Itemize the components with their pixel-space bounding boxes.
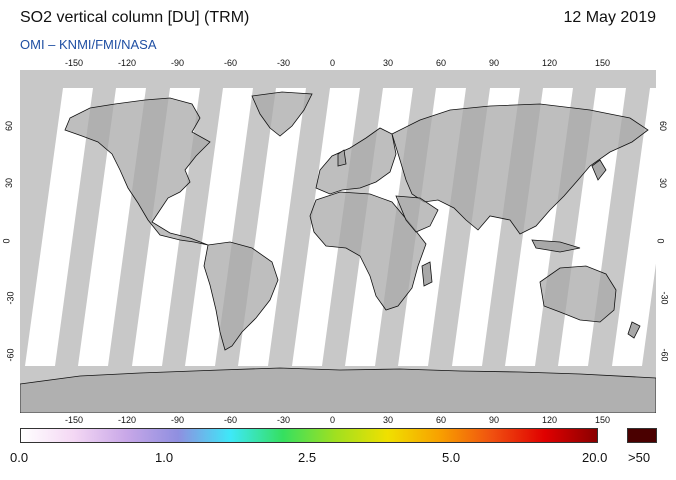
lat-tick-left-2: 0 bbox=[1, 237, 12, 244]
indonesia bbox=[531, 239, 581, 253]
lon-tick-top-9: 120 bbox=[542, 58, 558, 68]
australia bbox=[539, 265, 617, 323]
africa bbox=[309, 191, 427, 311]
lon-tick-top-3: -60 bbox=[224, 58, 238, 68]
lon-tick-bottom-9: 120 bbox=[542, 415, 558, 425]
lon-tick-bottom-3: -60 bbox=[224, 415, 238, 425]
lat-tick-right-2: 0 bbox=[655, 237, 666, 244]
lat-tick-right-3: -30 bbox=[659, 291, 670, 305]
lat-tick-left-0: 60 bbox=[4, 121, 15, 132]
lon-tick-top-5: 0 bbox=[330, 58, 336, 68]
greenland bbox=[251, 91, 313, 137]
lon-tick-bottom-6: 30 bbox=[383, 415, 394, 425]
data-credit: OMI – KNMI/FMI/NASA bbox=[20, 37, 157, 52]
south-america bbox=[203, 241, 279, 351]
lon-tick-top-6: 30 bbox=[383, 58, 394, 68]
lat-tick-left-1: 30 bbox=[4, 178, 15, 189]
lon-tick-bottom-10: 150 bbox=[595, 415, 611, 425]
land-masses bbox=[19, 91, 657, 414]
lon-tick-bottom-1: -120 bbox=[118, 415, 137, 425]
asia bbox=[391, 103, 649, 235]
lat-tick-left-4: -60 bbox=[5, 348, 16, 362]
colorbar-label-4: 20.0 bbox=[582, 450, 608, 465]
new-zealand bbox=[627, 321, 641, 339]
japan bbox=[591, 159, 607, 181]
lon-tick-top-7: 60 bbox=[436, 58, 447, 68]
small-islands bbox=[337, 149, 641, 339]
colorbar-over-box bbox=[627, 428, 657, 443]
north-america bbox=[64, 97, 211, 246]
swath-3 bbox=[185, 88, 253, 366]
lat-tick-right-0: 60 bbox=[658, 121, 669, 132]
lon-tick-bottom-0: -150 bbox=[65, 415, 84, 425]
colorbar-label-0: 0.0 bbox=[10, 450, 29, 465]
lon-tick-bottom-5: 0 bbox=[330, 415, 336, 425]
lon-tick-top-0: -150 bbox=[65, 58, 84, 68]
lon-tick-bottom-2: -90 bbox=[171, 415, 185, 425]
europe bbox=[315, 127, 397, 195]
arabian-peninsula bbox=[395, 195, 439, 233]
colorbar-label-1: 1.0 bbox=[155, 450, 174, 465]
lon-tick-bottom-8: 90 bbox=[489, 415, 500, 425]
lon-tick-bottom-7: 60 bbox=[436, 415, 447, 425]
lon-tick-top-2: -90 bbox=[171, 58, 185, 68]
colorbar-label-3: 5.0 bbox=[442, 450, 461, 465]
lon-tick-top-8: 90 bbox=[489, 58, 500, 68]
colorbar-label-2: 2.5 bbox=[298, 450, 317, 465]
lon-tick-top-1: -120 bbox=[118, 58, 137, 68]
uk bbox=[337, 149, 347, 167]
colorbar bbox=[20, 428, 598, 443]
madagascar bbox=[421, 261, 433, 287]
world-map: -150 -150 -120 -120 -90 -90 -60 -60 -30 -30 0 0 30 30… bbox=[2, 58, 676, 425]
swath-0 bbox=[25, 88, 93, 366]
colorbar-over-label: >50 bbox=[628, 450, 651, 465]
lat-tick-left-3: -30 bbox=[5, 291, 16, 305]
lon-tick-top-4: -30 bbox=[277, 58, 291, 68]
antarctica bbox=[19, 367, 657, 414]
lon-tick-bottom-4: -30 bbox=[277, 415, 291, 425]
lat-tick-right-1: 30 bbox=[658, 178, 669, 189]
lon-tick-top-10: 150 bbox=[595, 58, 611, 68]
map-canvas bbox=[19, 70, 676, 414]
lat-tick-right-4: -60 bbox=[659, 348, 670, 362]
map-title: SO2 vertical column [DU] (TRM) bbox=[20, 9, 250, 26]
map-date: 12 May 2019 bbox=[563, 9, 656, 26]
